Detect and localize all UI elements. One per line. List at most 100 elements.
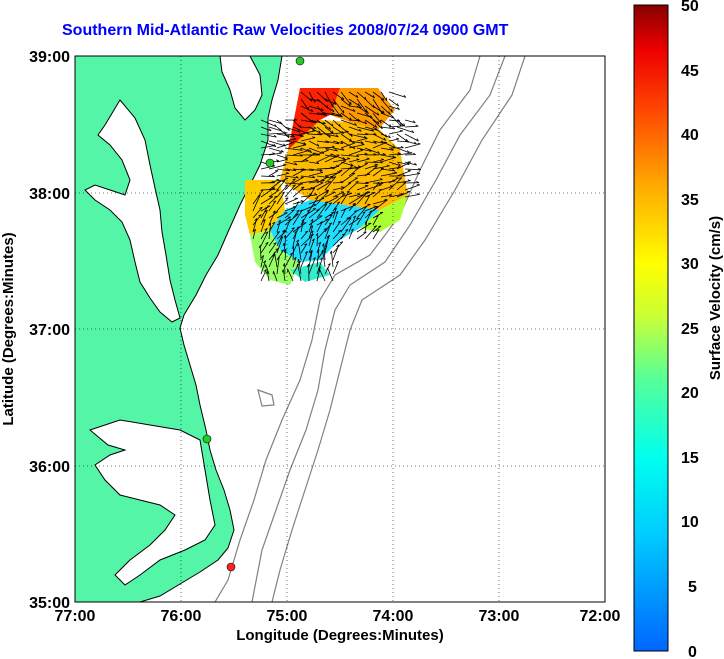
velocity-arrowhead [374, 166, 378, 168]
velocity-arrow [260, 119, 277, 128]
velocity-arrowhead [276, 231, 280, 234]
velocity-arrowhead [380, 140, 384, 144]
velocity-arrow [292, 239, 300, 254]
velocity-arrow [308, 133, 323, 136]
velocity-arrow [260, 196, 274, 205]
velocity-arrowhead [397, 119, 401, 122]
velocity-arrow [356, 211, 366, 226]
velocity-arrow [372, 91, 385, 101]
velocity-arrow [332, 211, 339, 226]
velocity-arrowhead [282, 229, 285, 233]
velocity-arrowhead [259, 206, 263, 209]
velocity-arrow [364, 91, 375, 99]
velocity-arrowhead [275, 248, 279, 250]
velocity-arrowhead [393, 171, 398, 174]
velocity-arrow [268, 147, 284, 153]
velocity-arrowhead [271, 254, 275, 257]
velocity-arrowhead [412, 152, 416, 155]
velocity-arrowhead [379, 178, 383, 180]
velocity-arrow [364, 195, 371, 205]
velocity-arrowhead [332, 176, 336, 179]
velocity-arrowhead [339, 123, 341, 128]
velocity-arrow [308, 209, 320, 219]
velocity-arrowhead [346, 157, 351, 159]
velocity-arrow [364, 220, 368, 233]
station-delmarva [265, 158, 275, 168]
velocity-arrowhead [309, 249, 313, 253]
velocity-arrow [340, 133, 352, 142]
velocity-arrowhead [342, 193, 346, 195]
velocity-arrow [252, 189, 264, 205]
velocity-arrow [316, 218, 329, 226]
velocity-arrowhead [333, 101, 337, 105]
velocity-arrow [324, 235, 330, 254]
velocity-arrow [332, 207, 337, 219]
velocity-arrow [332, 158, 351, 163]
velocity-arrow [348, 149, 364, 156]
velocity-arrowhead [296, 201, 300, 204]
velocity-arrow [356, 153, 368, 156]
velocity-arrow [348, 181, 359, 191]
colorbar-tick-label: 20 [681, 385, 699, 402]
velocity-arrow [396, 152, 413, 156]
velocity-arrow [372, 112, 382, 124]
velocity-arrowhead [332, 109, 335, 113]
velocity-arrow [348, 91, 359, 99]
velocity-arrow [300, 137, 316, 142]
velocity-arrow [308, 225, 314, 240]
velocity-arrowhead [253, 228, 256, 232]
velocity-arrow [396, 170, 411, 177]
velocity-arrowhead [359, 128, 362, 132]
velocity-arrow [324, 211, 335, 219]
velocity-arrow [364, 210, 373, 226]
velocity-arrow [340, 112, 352, 121]
velocity-arrowhead [272, 221, 276, 225]
velocity-arrowhead [263, 269, 267, 272]
colorbar-tick-label: 35 [681, 192, 699, 209]
velocity-arrow [284, 213, 299, 226]
velocity-arrowhead [345, 228, 349, 231]
velocity-arrowhead [262, 219, 266, 222]
velocity-arrow [348, 228, 354, 240]
velocity-arrow [268, 152, 282, 156]
velocity-arrow [260, 206, 268, 219]
velocity-arrow [332, 260, 339, 275]
velocity-arrowhead [392, 126, 396, 130]
velocity-arrow [292, 209, 303, 226]
velocity-arrow [388, 125, 405, 128]
velocity-arrow [332, 119, 341, 128]
velocity-arrowhead [374, 124, 378, 128]
velocity-arrow [308, 119, 326, 125]
velocity-arrowhead [278, 219, 281, 223]
velocity-arrowhead [309, 149, 313, 153]
velocity-arrowhead [294, 162, 298, 166]
velocity-arrowhead [340, 141, 344, 144]
velocity-arrow [316, 228, 327, 240]
velocity-arrow [356, 105, 369, 115]
velocity-arrowhead [374, 163, 378, 166]
velocity-arrow [356, 91, 367, 101]
velocity-arrow [308, 112, 327, 116]
velocity-arrow [380, 133, 391, 139]
velocity-arrow [282, 269, 286, 282]
velocity-arrow [404, 154, 416, 156]
velocity-arrowhead [272, 210, 276, 213]
velocity-arrow [380, 91, 388, 101]
velocity-arrowhead [339, 241, 343, 244]
velocity-arrow [276, 133, 295, 138]
velocity-arrow [380, 172, 398, 177]
velocity-arrowhead [377, 112, 380, 116]
velocity-arrow [372, 229, 380, 240]
velocity-arrowhead [328, 126, 331, 130]
velocity-arrow [300, 243, 308, 254]
velocity-arrow [292, 119, 302, 129]
velocity-arrowhead [371, 128, 374, 132]
velocity-arrowhead [380, 158, 385, 160]
velocity-arrow [356, 133, 369, 135]
velocity-arrow [324, 175, 334, 184]
velocity-arrow [380, 194, 393, 198]
y-axis-label: Latitude (Degrees:Minutes) [0, 232, 17, 425]
velocity-arrow [260, 219, 266, 233]
velocity-arrow [340, 154, 359, 157]
velocity-arrow [324, 154, 337, 158]
